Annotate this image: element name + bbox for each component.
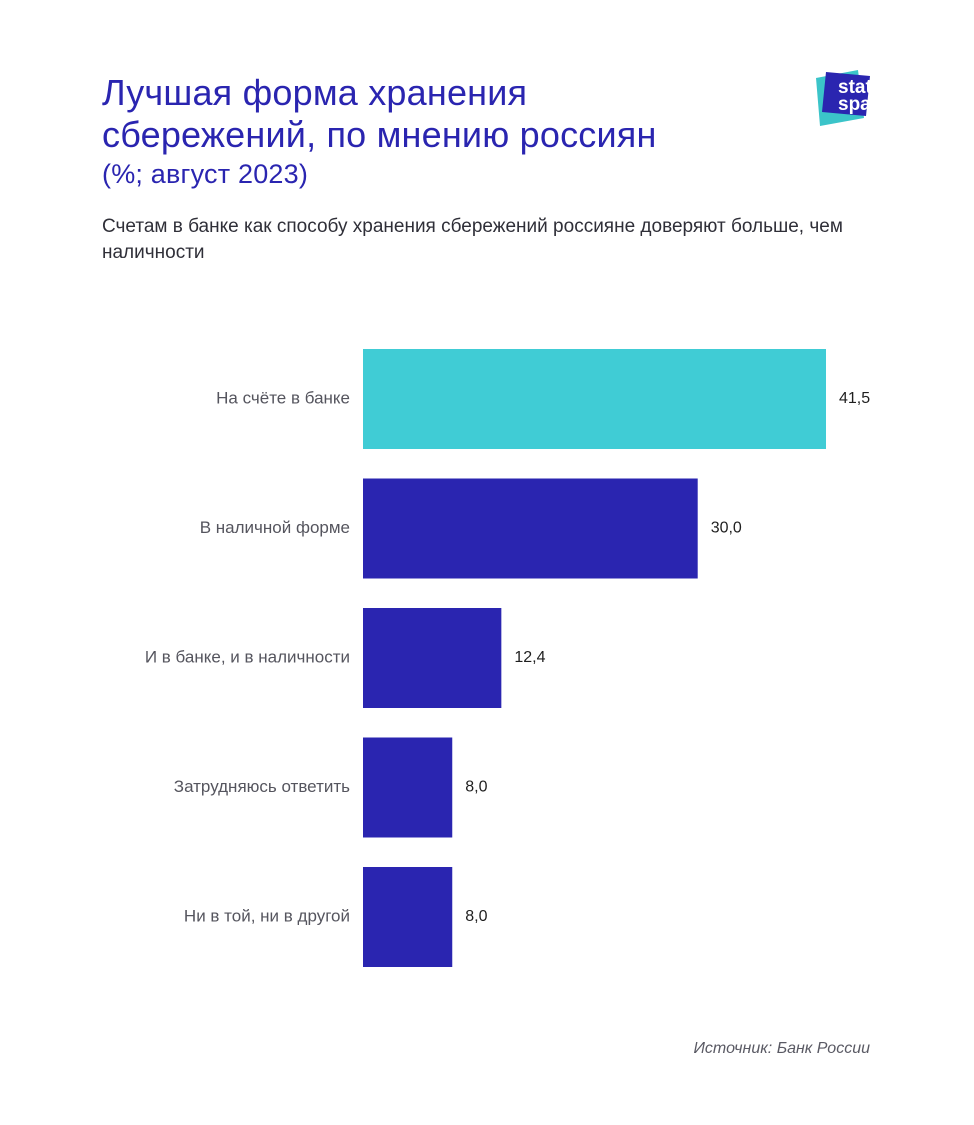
value-label: 8,0	[465, 779, 487, 796]
title-line-2: сбережений, по мнению россиян	[102, 114, 657, 155]
logo-text-1: stat	[838, 77, 872, 98]
bar	[363, 349, 826, 449]
category-label: Затрудняюсь ответить	[174, 777, 350, 796]
logo-front-shape	[822, 72, 870, 116]
value-label: 30,0	[711, 520, 742, 537]
value-label: 8,0	[465, 908, 487, 925]
chart-title: Лучшая форма хранения сбережений, по мне…	[102, 72, 782, 192]
logo-graphic: stat space	[816, 70, 892, 126]
statspace-logo: stat space	[808, 66, 920, 130]
value-label: 41,5	[839, 390, 870, 407]
category-label: На счёте в банке	[216, 388, 350, 407]
source-note: Источник: Банк России	[693, 1040, 870, 1057]
bar	[363, 608, 502, 708]
category-label: Ни в той, ни в другой	[184, 906, 350, 925]
category-label: В наличной форме	[200, 518, 350, 537]
category-label: И в банке, и в наличности	[145, 647, 350, 666]
value-label: 12,4	[514, 649, 545, 666]
bar	[363, 737, 453, 838]
bar	[363, 478, 698, 579]
chart-subtitle: Счетам в банке как способу хранения сбер…	[102, 216, 843, 263]
title-unit: (%; август 2023)	[102, 159, 309, 189]
logo-text-2: space	[838, 94, 892, 115]
title-line-1: Лучшая форма хранения	[102, 72, 528, 113]
bar	[363, 867, 453, 967]
